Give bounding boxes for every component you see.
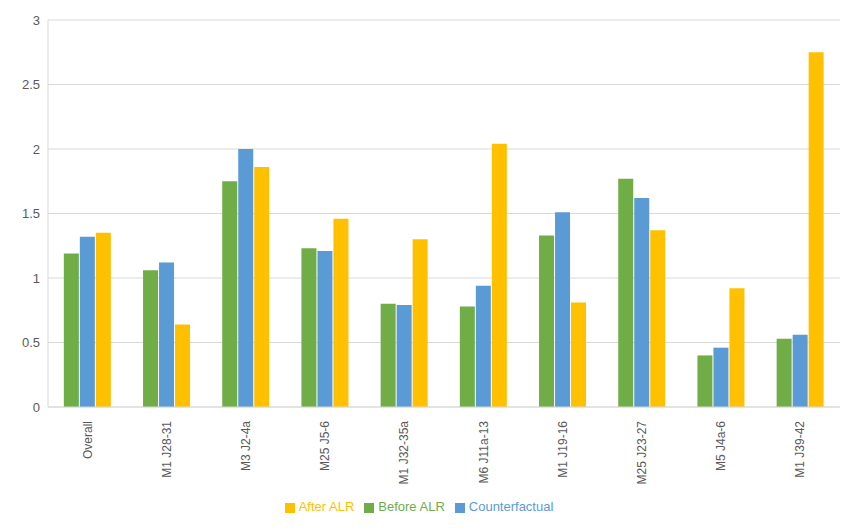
svg-text:M1 J28-31: M1 J28-31	[160, 421, 174, 478]
svg-text:M1 J39-42: M1 J39-42	[793, 421, 807, 478]
html-text:After ALR: After ALR	[298, 499, 355, 514]
svg-text:M25 J5-6: M25 J5-6	[318, 421, 332, 471]
svg-text:M3 J2-4a: M3 J2-4a	[239, 421, 253, 471]
svg-text:M25 J23-27: M25 J23-27	[635, 421, 649, 485]
svg-text:M1 J32-35a: M1 J32-35a	[397, 421, 411, 485]
svg-text:1: 1	[33, 271, 40, 286]
svg-text:Overall: Overall	[81, 421, 95, 459]
svg-text:M1 J19-16: M1 J19-16	[556, 421, 570, 478]
svg-text:2.5: 2.5	[22, 77, 40, 92]
svg-text:3: 3	[33, 13, 40, 28]
svg-text:M5 J4a-6: M5 J4a-6	[714, 421, 728, 471]
svg-text:M6 J11a-13: M6 J11a-13	[477, 421, 491, 484]
svg-text:2: 2	[33, 142, 40, 157]
html-text:Counterfactual: Counterfactual	[468, 499, 554, 514]
svg-text:0: 0	[33, 400, 40, 415]
svg-text:0.5: 0.5	[22, 335, 40, 350]
svg-text:1.5: 1.5	[22, 206, 40, 221]
html-text:Before ALR: Before ALR	[378, 499, 445, 514]
